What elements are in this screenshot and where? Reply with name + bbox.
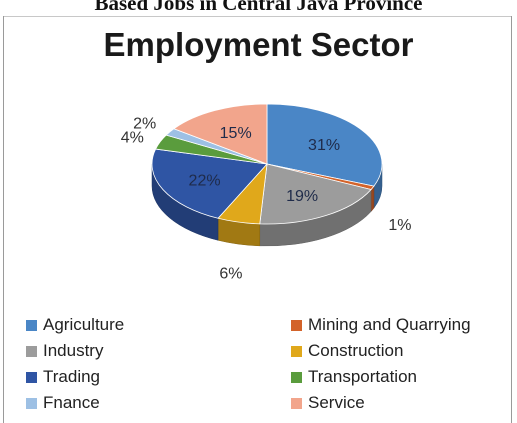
legend-item-mining-and-quarrying: Mining and Quarrying: [291, 313, 471, 337]
page-caption: Based Jobs in Central Java Province: [94, 0, 423, 15]
legend-label: Agriculture: [43, 315, 125, 334]
legend-label: Trading: [43, 367, 101, 386]
legend-swatch: [291, 345, 302, 357]
data-label-fnance: 2%: [133, 115, 156, 132]
chart-frame-top: [3, 16, 512, 17]
data-label-trading: 22%: [189, 172, 221, 189]
legend-swatch: [291, 371, 302, 383]
legend-item-transportation: Transportation: [291, 365, 417, 389]
legend-label: Industry: [43, 341, 104, 360]
legend-item-industry: Industry: [26, 339, 103, 363]
legend-item-fnance: Fnance: [26, 391, 100, 415]
chart-frame-right: [511, 16, 512, 423]
legend-label: Mining and Quarrying: [308, 315, 471, 334]
legend-swatch: [291, 319, 302, 331]
legend-item-construction: Construction: [291, 339, 403, 363]
data-label-construction: 6%: [219, 266, 242, 283]
pie-slice-industry: [259, 163, 372, 225]
legend-label: Construction: [308, 341, 404, 360]
legend-label: Fnance: [43, 393, 100, 412]
legend-swatch: [26, 319, 37, 331]
legend-label: Transportation: [308, 367, 417, 386]
legend-item-trading: Trading: [26, 365, 100, 389]
legend-swatch: [291, 397, 302, 409]
legend-swatch: [26, 371, 37, 383]
legend-item-agriculture: Agriculture: [26, 313, 124, 337]
legend-swatch: [26, 397, 37, 409]
chart-title: Employment Sector: [103, 26, 414, 63]
legend-item-service: Service: [291, 391, 365, 415]
pie-slice-agriculture: [266, 103, 383, 187]
pie-slice-service: [173, 103, 268, 165]
data-label-mining-and-quarrying: 1%: [388, 217, 411, 234]
data-label-industry: 19%: [286, 188, 318, 205]
pie-slice-trading: [151, 148, 268, 219]
legend-swatch: [26, 345, 37, 357]
chart-frame-left: [3, 16, 4, 423]
data-label-agriculture: 31%: [308, 137, 340, 154]
pie-side-mining-and-quarrying: [370, 185, 375, 213]
data-label-transportation: 4%: [121, 130, 144, 147]
legend-label: Service: [308, 393, 365, 412]
data-label-service: 15%: [220, 125, 252, 142]
